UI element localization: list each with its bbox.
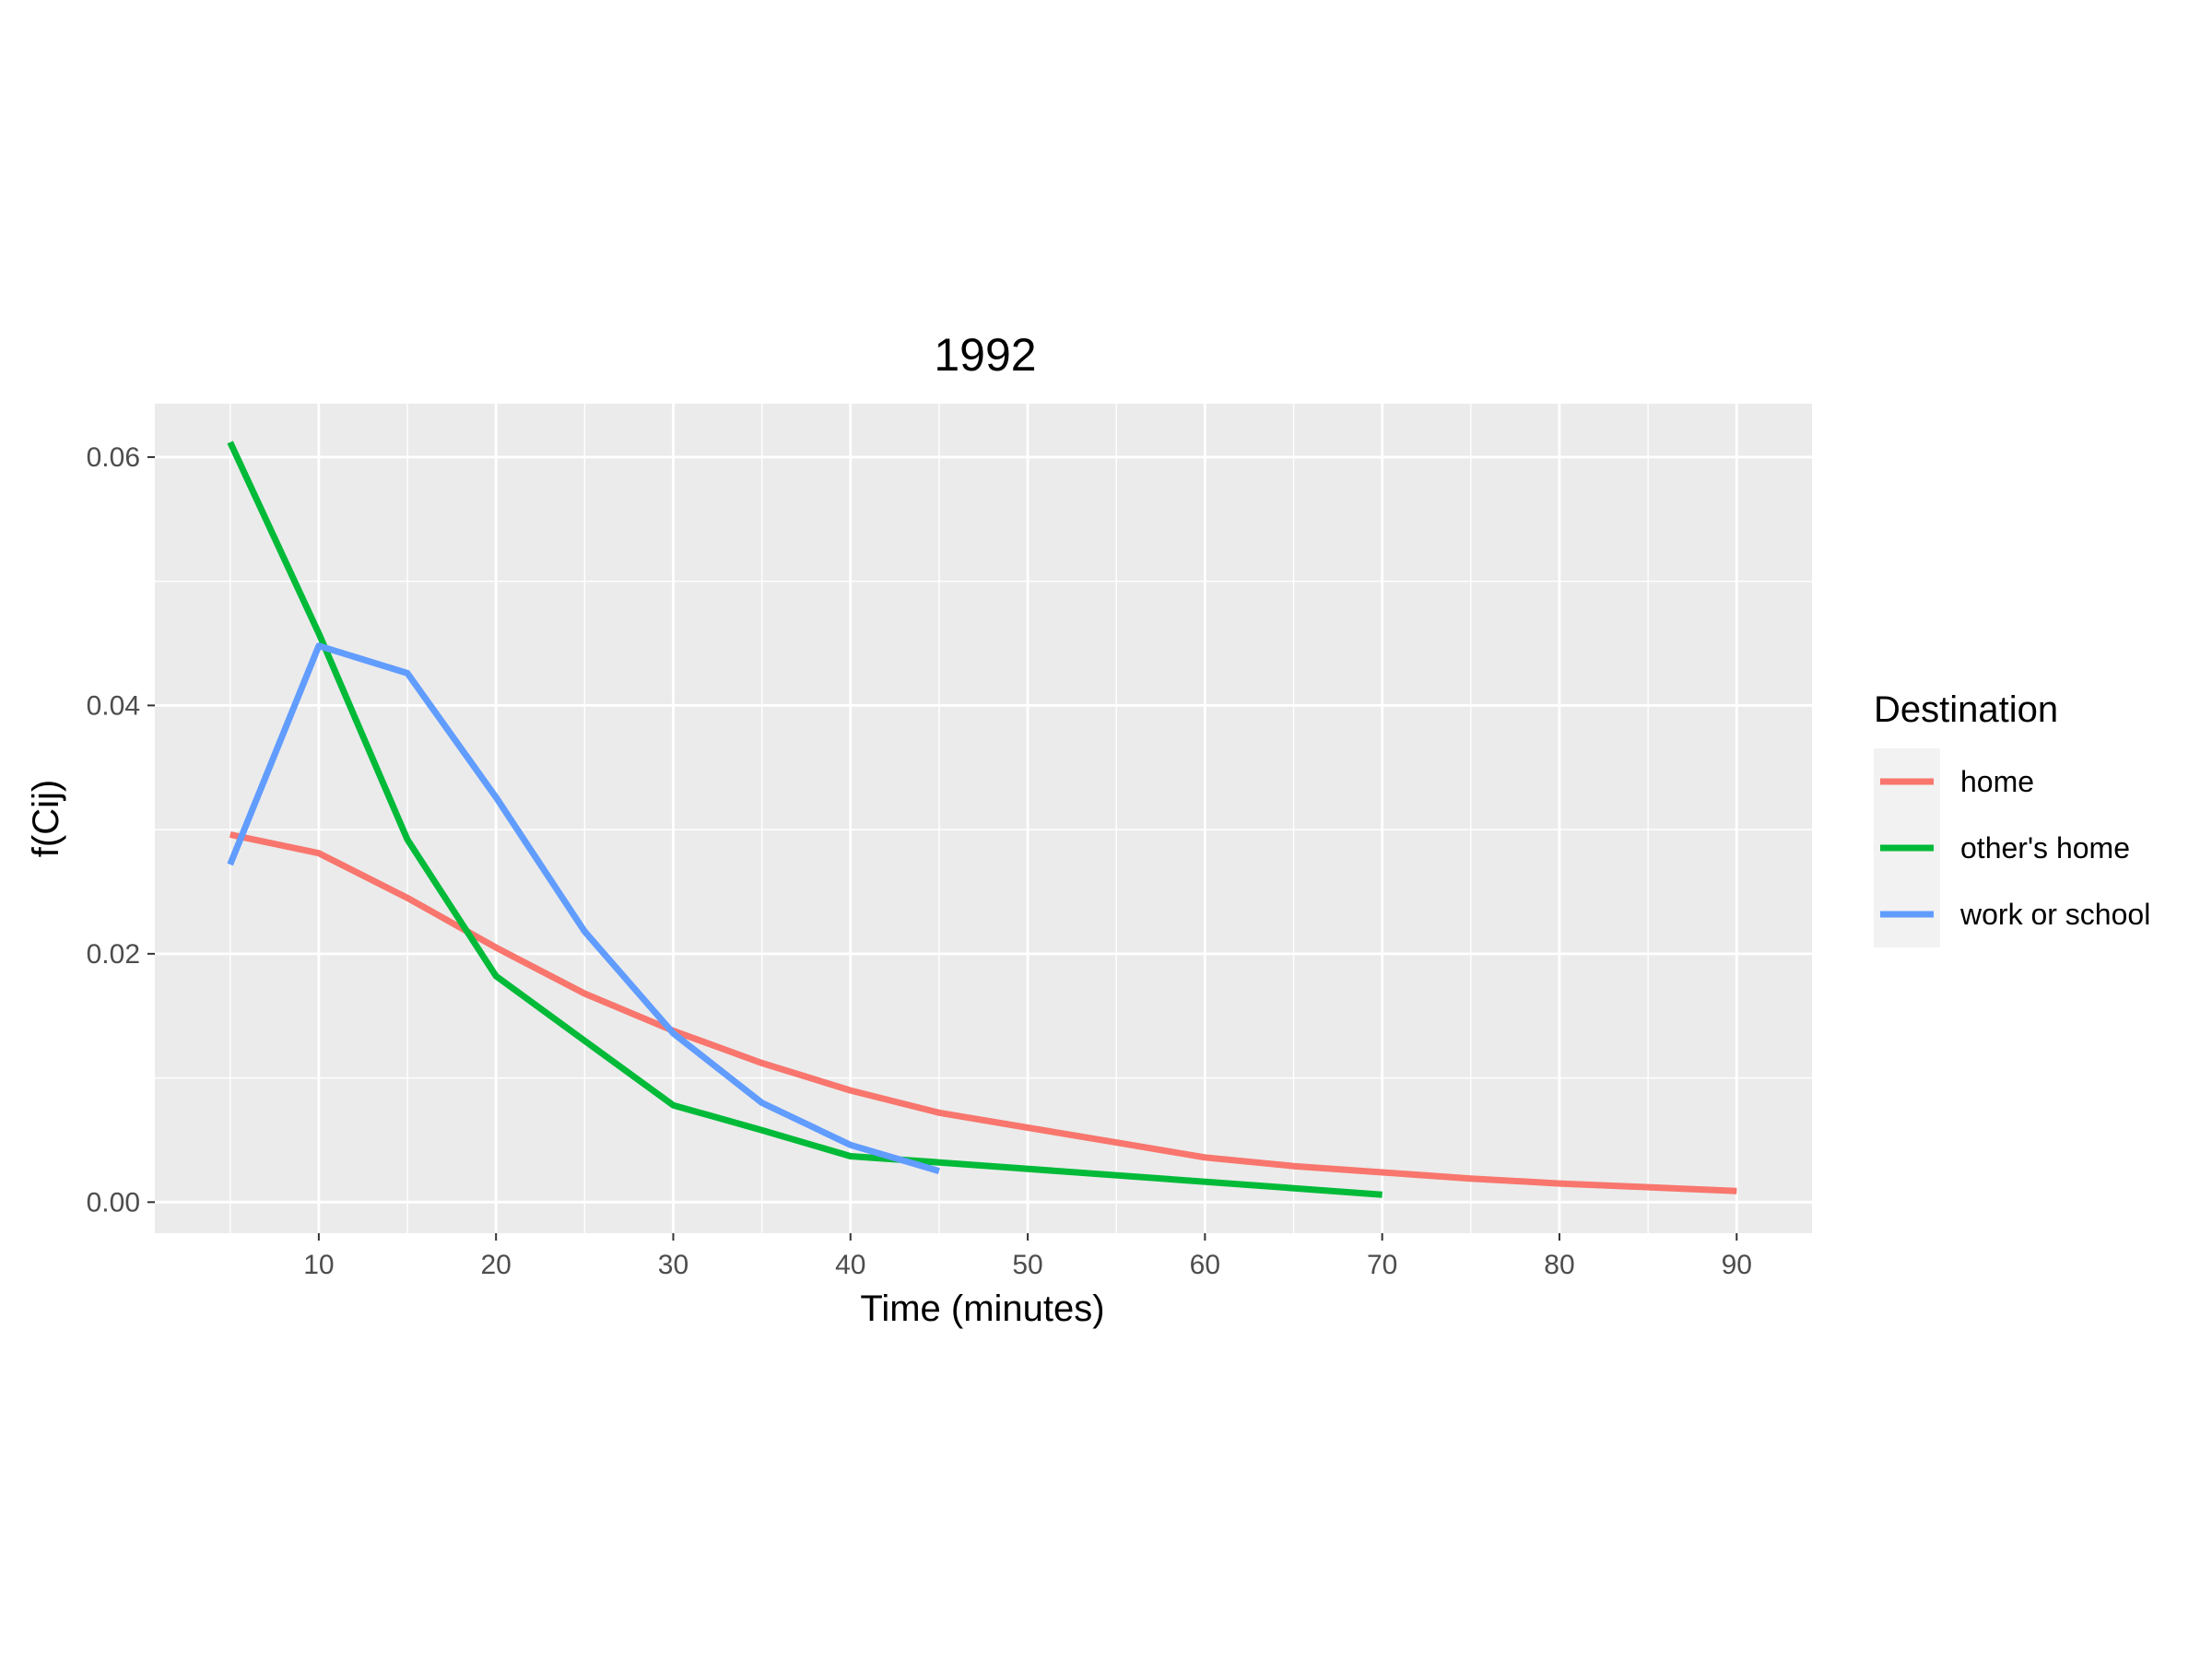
x-tick-label: 30	[658, 1250, 688, 1280]
series-line-0	[229, 831, 1737, 1194]
x-tick-label: 20	[480, 1250, 511, 1280]
x-tick-label: 60	[1190, 1250, 1220, 1280]
y-tick-label: 0.00	[87, 1187, 140, 1218]
x-tick-label: 80	[1544, 1250, 1574, 1280]
x-axis-title: Time (minutes)	[860, 1288, 1104, 1329]
chart-title: 1992	[934, 329, 1036, 381]
x-tick-label: 90	[1722, 1250, 1752, 1280]
series-line-2	[227, 642, 940, 1174]
x-axis: 10 20 30 40 50 60 70 80 90	[303, 1233, 1752, 1280]
panel-background	[155, 404, 1812, 1233]
y-axis: 0.00 0.02 0.04 0.06	[87, 442, 155, 1218]
series-lines	[227, 441, 1737, 1198]
x-tick-label: 10	[303, 1250, 334, 1280]
y-tick-label: 0.04	[87, 690, 140, 721]
x-tick-label: 40	[835, 1250, 865, 1280]
minor-gridlines	[155, 404, 1812, 1233]
y-tick-label: 0.02	[87, 939, 140, 970]
legend-items: home other's home work or school	[1874, 748, 2150, 947]
legend: Destination home other's home work or scho…	[1874, 689, 2150, 947]
y-tick-label: 0.06	[87, 442, 140, 473]
legend-label-2: work or school	[1959, 898, 2150, 931]
y-axis-title: f(Cij)	[26, 780, 66, 857]
legend-label-0: home	[1960, 765, 2034, 798]
legend-title: Destination	[1874, 689, 2058, 730]
legend-label-1: other's home	[1960, 831, 2130, 865]
x-tick-label: 70	[1367, 1250, 1397, 1280]
x-tick-label: 50	[1012, 1250, 1042, 1280]
plot-panel	[155, 404, 1812, 1233]
